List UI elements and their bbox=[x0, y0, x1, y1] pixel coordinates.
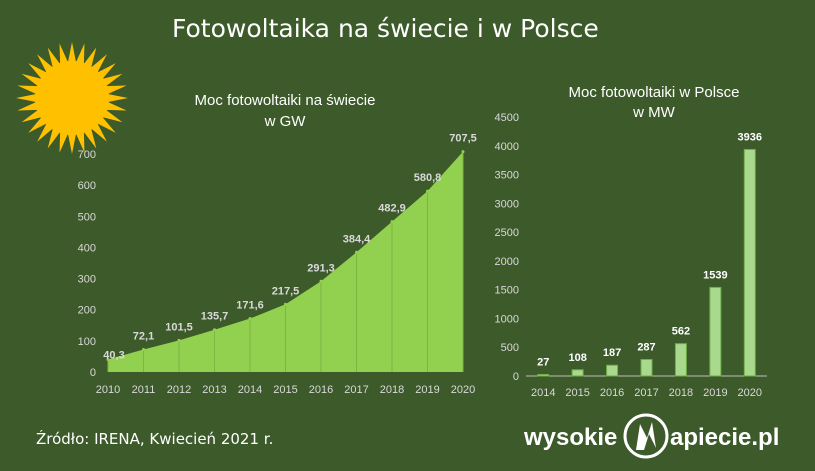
data-point bbox=[461, 150, 465, 154]
y-tick-label: 500 bbox=[501, 342, 519, 354]
y-tick-label: 100 bbox=[78, 336, 96, 348]
y-tick-label: 200 bbox=[78, 305, 96, 317]
data-label: 580,8 bbox=[414, 172, 442, 184]
y-tick-label: 3000 bbox=[495, 198, 519, 210]
brand-logo: wysokie apiecie.pl bbox=[523, 412, 794, 467]
x-tick-label: 2020 bbox=[451, 384, 475, 396]
data-label: 187 bbox=[603, 347, 621, 359]
data-point bbox=[177, 338, 181, 342]
x-tick-label: 2013 bbox=[202, 384, 226, 396]
x-tick-label: 2017 bbox=[344, 384, 368, 396]
lightning-icon bbox=[636, 422, 656, 450]
x-tick-label: 2016 bbox=[600, 387, 624, 399]
chart-title: Moc fotowoltaiki w Polsce bbox=[569, 84, 740, 101]
x-tick-label: 2012 bbox=[167, 384, 191, 396]
y-tick-label: 1000 bbox=[495, 313, 519, 325]
bar bbox=[674, 343, 687, 377]
data-label: 482,9 bbox=[378, 203, 406, 215]
y-tick-label: 400 bbox=[78, 242, 96, 254]
data-label: 217,5 bbox=[272, 285, 300, 297]
y-tick-label: 600 bbox=[78, 180, 96, 192]
y-tick-label: 1500 bbox=[495, 285, 519, 297]
x-tick-label: 2019 bbox=[703, 387, 727, 399]
bar bbox=[606, 364, 619, 377]
data-label: 562 bbox=[672, 326, 690, 338]
x-tick-label: 2010 bbox=[96, 384, 120, 396]
x-tick-label: 2011 bbox=[132, 384, 156, 396]
x-tick-label: 2016 bbox=[309, 384, 333, 396]
data-label: 27 bbox=[537, 356, 549, 368]
bar bbox=[640, 358, 653, 377]
data-point bbox=[248, 317, 252, 321]
sun-icon bbox=[16, 42, 128, 154]
bar bbox=[743, 148, 756, 377]
chart-title: Moc fotowoltaiki na świecie bbox=[195, 92, 376, 109]
data-label: 135,7 bbox=[201, 311, 229, 323]
y-tick-label: 4000 bbox=[495, 141, 519, 153]
x-tick-label: 2015 bbox=[273, 384, 297, 396]
page-title: Fotowoltaika na świecie i w Polsce bbox=[172, 14, 599, 43]
y-tick-label: 4500 bbox=[495, 112, 519, 124]
x-tick-label: 2017 bbox=[634, 387, 658, 399]
bar bbox=[571, 369, 584, 377]
data-label: 291,3 bbox=[307, 262, 335, 274]
data-point bbox=[426, 189, 429, 193]
y-tick-label: 700 bbox=[78, 149, 96, 161]
area-series bbox=[108, 151, 463, 372]
data-point bbox=[106, 357, 110, 361]
data-label: 384,4 bbox=[343, 233, 371, 245]
data-label: 101,5 bbox=[165, 321, 193, 333]
y-tick-label: 500 bbox=[78, 211, 96, 223]
data-point bbox=[355, 250, 358, 254]
x-tick-label: 2019 bbox=[415, 384, 439, 396]
y-tick-label: 300 bbox=[78, 274, 96, 286]
x-tick-label: 2014 bbox=[531, 387, 555, 399]
data-label: 171,6 bbox=[236, 300, 264, 312]
data-point bbox=[142, 348, 145, 352]
bar bbox=[537, 373, 550, 377]
chart-subtitle: w MW bbox=[632, 104, 675, 121]
y-tick-label: 0 bbox=[513, 371, 519, 383]
y-tick-label: 3500 bbox=[495, 170, 519, 182]
data-label: 108 bbox=[568, 352, 586, 364]
y-tick-label: 2000 bbox=[495, 256, 519, 268]
y-tick-label: 0 bbox=[90, 367, 96, 379]
y-tick-label: 2500 bbox=[495, 227, 519, 239]
data-point bbox=[390, 220, 394, 224]
chart-subtitle: w GW bbox=[264, 113, 307, 130]
data-label: 72,1 bbox=[133, 331, 154, 343]
data-label: 40,3 bbox=[103, 349, 124, 361]
data-label: 1539 bbox=[703, 269, 727, 281]
bar bbox=[709, 286, 722, 377]
world-chart: Moc fotowoltaiki na świecie w GW 40,3 72,1 1… bbox=[78, 92, 477, 396]
data-label: 287 bbox=[637, 341, 655, 353]
poland-chart: Moc fotowoltaiki w Polsce w MW 0 500 1000 150… bbox=[495, 84, 767, 399]
x-tick-label: 2018 bbox=[669, 387, 693, 399]
x-tick-label: 2015 bbox=[565, 387, 589, 399]
data-label: 707,5 bbox=[449, 133, 477, 145]
data-point bbox=[319, 279, 323, 283]
source-note: Źródło: IRENA, Kwiecień 2021 r. bbox=[36, 430, 274, 448]
logo-text-part1: wysokie bbox=[524, 424, 617, 451]
x-tick-label: 2020 bbox=[738, 387, 762, 399]
data-label: 3936 bbox=[738, 131, 762, 143]
x-tick-label: 2018 bbox=[380, 384, 404, 396]
logo-text-part2: apiecie.pl bbox=[670, 424, 779, 451]
data-point bbox=[213, 328, 216, 332]
data-point bbox=[284, 302, 287, 306]
x-tick-label: 2014 bbox=[238, 384, 262, 396]
